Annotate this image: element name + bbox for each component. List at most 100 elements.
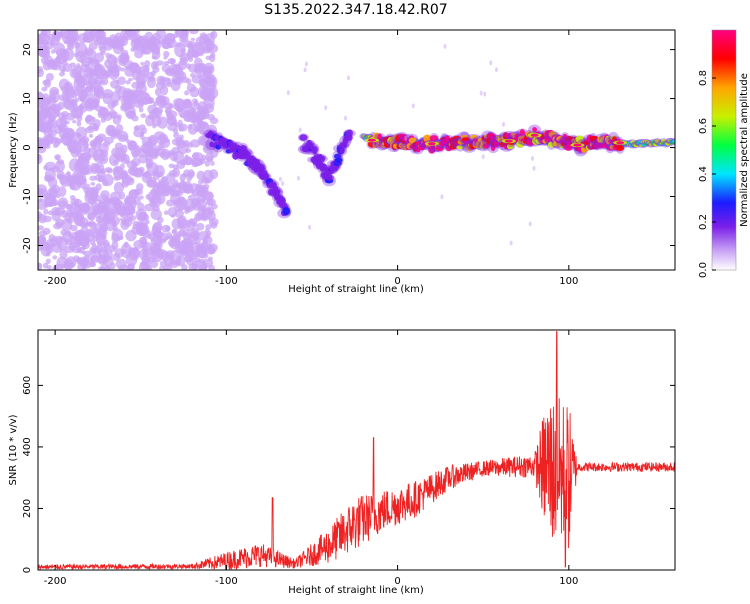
snr-series-line (38, 331, 675, 570)
colorbar-tick-label: 0.4 (698, 166, 709, 182)
heatmap-cell (530, 133, 539, 137)
heatmap-cell (66, 171, 71, 176)
heatmap-cell (62, 63, 73, 72)
heatmap-cell (38, 154, 42, 161)
heatmap-cell (45, 194, 57, 207)
heatmap-cell (121, 249, 128, 254)
heatmap-cell (55, 155, 60, 161)
heatmap-cell (84, 114, 95, 125)
heatmap-cell (100, 79, 106, 84)
heatmap-cell (153, 221, 163, 232)
spectrogram-x-tick-label: 100 (559, 276, 578, 287)
heatmap-cell (84, 183, 91, 190)
heatmap-cell (98, 266, 105, 270)
heatmap-cell (149, 200, 155, 207)
heatmap-cell (346, 129, 353, 138)
heatmap-cell (188, 219, 196, 225)
heatmap-cell (140, 113, 147, 119)
heatmap-cell (149, 259, 159, 269)
spectrogram-y-tick-label: -10 (22, 188, 33, 204)
heatmap-cell (155, 147, 166, 156)
heatmap-cell (120, 170, 128, 178)
heatmap-cell (120, 67, 126, 72)
heatmap-cell (189, 171, 195, 177)
heatmap-cell (74, 170, 86, 185)
heatmap-cell (103, 266, 112, 270)
heatmap-cell (286, 90, 290, 96)
heatmap-cell (84, 126, 95, 134)
heatmap-cell (75, 76, 85, 84)
heatmap-cell (159, 137, 171, 149)
heatmap-cell (139, 248, 149, 261)
heatmap-cell (71, 132, 82, 145)
heatmap-cell (164, 267, 170, 270)
heatmap-cell (43, 174, 54, 183)
spectrogram-xlabel: Height of straight line (km) (288, 284, 424, 295)
heatmap-cell (181, 264, 188, 270)
heatmap-cell (89, 245, 101, 258)
heatmap-cell (142, 173, 148, 177)
heatmap-cell (104, 58, 113, 69)
heatmap-cell (334, 157, 343, 163)
heatmap-cell (196, 109, 204, 116)
snr-xlabel: Height of straight line (km) (288, 585, 424, 596)
heatmap-cell (504, 139, 513, 143)
heatmap-cell (140, 236, 148, 246)
heatmap-cell (616, 141, 625, 145)
heatmap-cell (74, 214, 84, 226)
heatmap-cell (339, 147, 345, 155)
heatmap-cell (76, 120, 82, 127)
heatmap-cell (169, 58, 176, 65)
heatmap-cell (174, 43, 186, 58)
heatmap-cell (95, 59, 100, 65)
heatmap-cell (132, 168, 144, 177)
spectrogram-frame (37, 29, 676, 271)
heatmap-cell (197, 186, 207, 198)
heatmap-cell (80, 94, 92, 104)
heatmap-cell (140, 143, 151, 154)
heatmap-cell (178, 105, 189, 118)
heatmap-cell (197, 230, 209, 241)
heatmap-cell (93, 85, 104, 95)
heatmap-cell (190, 37, 196, 41)
colorbar-tick-label: 0.6 (698, 118, 709, 134)
heatmap-cell (163, 56, 168, 60)
heatmap-cell (129, 62, 139, 71)
heatmap-cell (52, 143, 59, 149)
heatmap-cell (189, 246, 195, 253)
heatmap-cell (77, 256, 90, 266)
heatmap-cell (55, 138, 63, 144)
heatmap-cell (164, 210, 169, 216)
heatmap-cell (177, 123, 188, 132)
heatmap-cell (132, 224, 138, 230)
heatmap-cell (92, 148, 105, 163)
heatmap-cell (347, 75, 351, 81)
heatmap-cell (196, 222, 205, 231)
snr-y-ticks: 0 200 400 600 (22, 376, 675, 573)
heatmap-cell (137, 154, 149, 164)
heatmap-cell (38, 234, 47, 246)
heatmap-cell (43, 208, 49, 215)
heatmap-cell (152, 123, 157, 129)
heatmap-cell (172, 164, 179, 170)
heatmap-cell (191, 157, 204, 167)
heatmap-cell (155, 113, 160, 118)
heatmap-cell (104, 136, 114, 144)
heatmap-cell (440, 194, 444, 200)
heatmap-cell (195, 36, 207, 45)
heatmap-cell (197, 101, 208, 113)
heatmap-cell (120, 180, 130, 188)
heatmap-cell (123, 90, 134, 98)
heatmap-cell (199, 72, 205, 78)
heatmap-cell (297, 175, 301, 181)
heatmap-cell (59, 249, 68, 260)
heatmap-cell (174, 179, 179, 185)
heatmap-cell (174, 30, 180, 35)
spectrogram-y-tick-label: 10 (22, 92, 33, 105)
heatmap-cell (55, 62, 61, 68)
heatmap-cell (171, 229, 177, 234)
heatmap-cell (120, 49, 129, 57)
heatmap-cell (52, 255, 58, 260)
heatmap-cell (83, 229, 95, 242)
heatmap-cell (152, 229, 163, 239)
